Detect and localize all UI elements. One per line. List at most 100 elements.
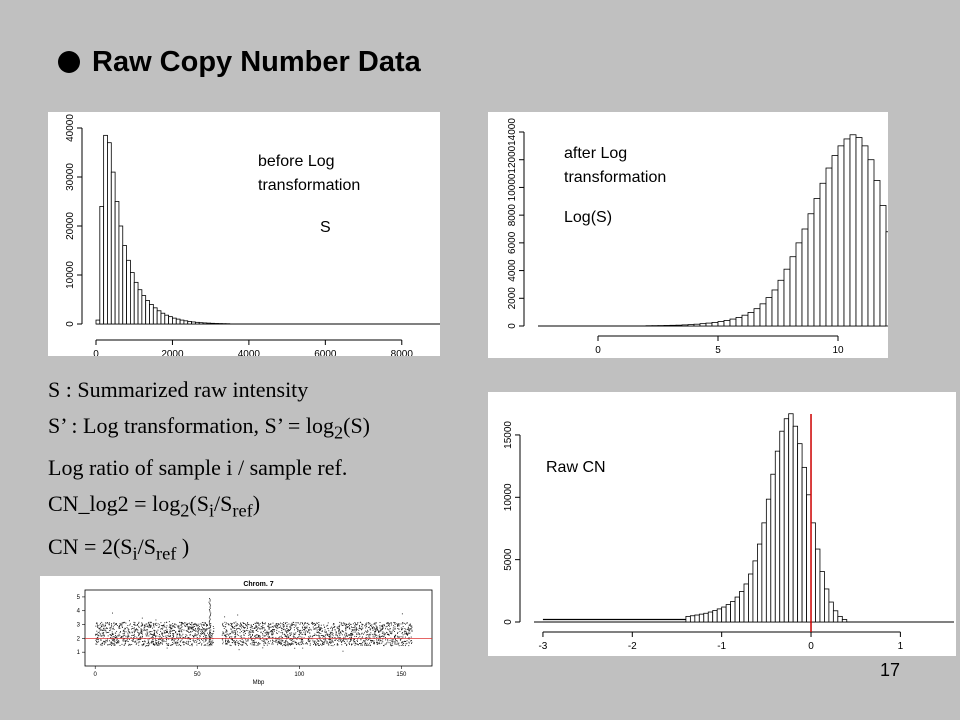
data-point: [353, 631, 355, 633]
data-point: [166, 639, 167, 641]
data-point: [147, 641, 149, 643]
data-point: [101, 645, 103, 646]
slide-title-row: Raw Copy Number Data: [58, 40, 421, 84]
data-point: [380, 640, 381, 642]
data-point: [394, 643, 396, 645]
x-tick-label: -3: [538, 641, 547, 652]
data-point: [284, 635, 286, 637]
data-point: [370, 625, 371, 627]
data-point: [281, 627, 283, 629]
data-point: [321, 644, 323, 646]
data-point: [236, 633, 238, 635]
data-point: [148, 623, 150, 625]
data-point: [184, 625, 186, 627]
data-point: [166, 644, 168, 646]
data-point: [121, 623, 123, 625]
data-point: [242, 625, 244, 627]
data-point: [376, 626, 378, 628]
data-point: [311, 621, 313, 623]
data-point: [327, 624, 329, 626]
data-point: [408, 632, 410, 634]
data-point: [242, 640, 244, 642]
data-point: [239, 628, 240, 630]
data-point: [305, 631, 306, 633]
data-point: [253, 642, 255, 644]
histogram-bar: [721, 606, 727, 623]
data-point: [174, 632, 176, 634]
data-point: [318, 634, 320, 636]
data-point: [314, 623, 316, 625]
data-point: [276, 632, 277, 634]
data-point: [352, 629, 354, 631]
data-point: [368, 644, 370, 646]
data-point: [197, 643, 199, 644]
data-point: [191, 624, 193, 626]
data-point: [382, 625, 384, 627]
data-point: [113, 624, 115, 626]
data-point: [204, 635, 206, 637]
data-point: [402, 636, 404, 638]
data-point: [355, 631, 357, 633]
data-point: [288, 629, 290, 631]
data-point: [404, 633, 406, 635]
data-point: [204, 632, 206, 634]
data-point: [191, 630, 193, 632]
data-point: [174, 624, 176, 626]
data-point: [136, 642, 137, 644]
histogram-bar: [753, 308, 761, 327]
data-point: [122, 633, 124, 635]
histogram-bar: [114, 201, 120, 325]
data-point: [202, 638, 204, 640]
data-point: [348, 623, 349, 625]
data-point: [108, 631, 110, 633]
histogram-bar: [198, 322, 204, 325]
y-tick-label: 10000: [507, 173, 518, 201]
data-point: [314, 625, 316, 626]
data-point: [256, 626, 258, 628]
data-point: [152, 642, 154, 644]
data-point: [158, 643, 160, 645]
data-point: [350, 639, 352, 641]
data-point: [293, 632, 295, 634]
data-point: [188, 643, 189, 645]
data-point: [256, 636, 258, 638]
data-point: [362, 627, 364, 629]
data-point: [368, 636, 370, 638]
data-point: [177, 634, 178, 635]
data-point: [394, 638, 396, 640]
histogram-bar: [861, 145, 869, 327]
data-point: [202, 633, 204, 634]
data-point: [163, 641, 165, 643]
data-point: [152, 624, 154, 626]
data-point: [212, 641, 214, 643]
data-point: [135, 640, 137, 642]
data-point: [237, 643, 239, 645]
y-tick-label: 2: [77, 636, 81, 642]
data-point: [141, 645, 143, 647]
data-point: [364, 643, 366, 645]
data-point: [143, 629, 145, 631]
data-point: [286, 627, 288, 629]
data-point: [283, 624, 285, 626]
data-point: [199, 626, 201, 628]
data-point: [123, 633, 125, 634]
data-point: [171, 639, 173, 641]
histogram-bar: [771, 289, 779, 327]
data-point: [394, 643, 396, 645]
data-point: [123, 631, 125, 633]
data-point: [406, 633, 408, 635]
data-point: [170, 624, 172, 626]
data-point: [401, 632, 403, 634]
text-line-3: Log ratio of sample i / sample ref.: [48, 455, 348, 481]
data-point: [115, 636, 117, 638]
data-point: [154, 644, 156, 646]
spike-point: [209, 600, 211, 602]
spike-point: [209, 602, 211, 604]
data-point: [226, 631, 228, 633]
data-point: [354, 635, 356, 637]
data-point: [375, 631, 377, 633]
data-point: [318, 626, 320, 628]
data-point: [143, 627, 145, 629]
data-point: [381, 626, 383, 628]
data-point: [138, 632, 140, 634]
